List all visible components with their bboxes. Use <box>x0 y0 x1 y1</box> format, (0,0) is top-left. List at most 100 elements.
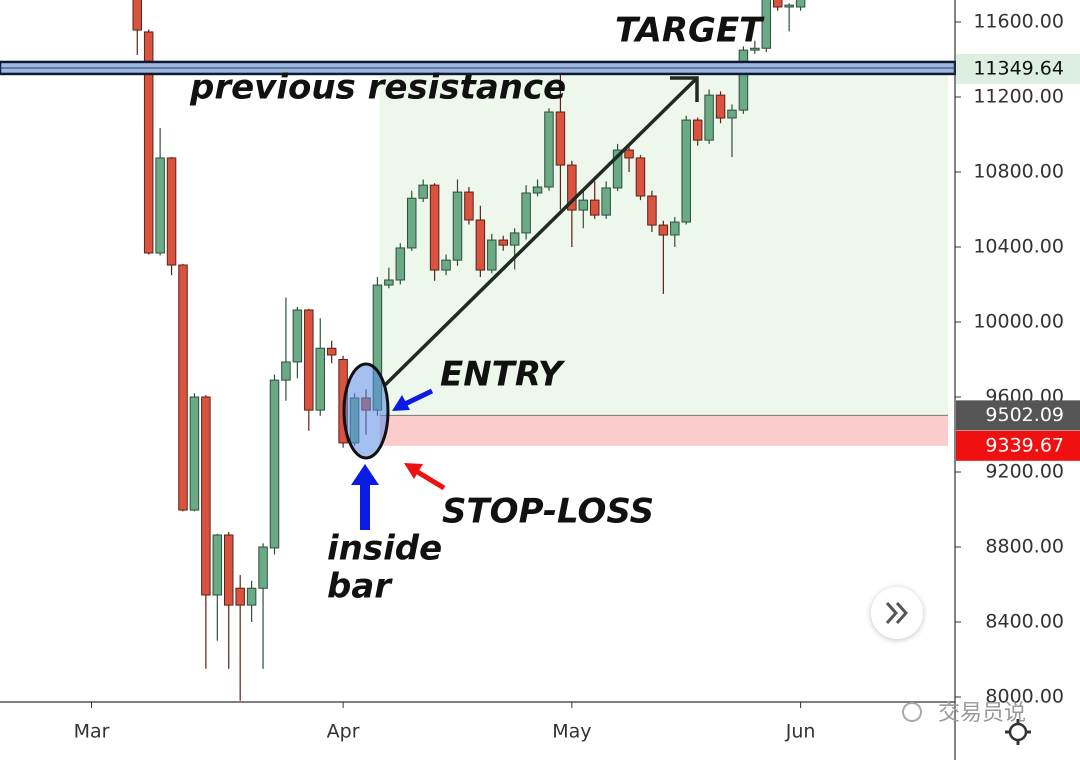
candle-body <box>635 157 646 197</box>
candle-body <box>223 534 234 606</box>
annotation: STOP-LOSS <box>442 492 654 532</box>
candle-body <box>452 191 463 261</box>
y-tick-label: 10400.00 <box>973 235 1064 257</box>
price-label: 11349.64 <box>973 57 1064 79</box>
candle-body <box>784 4 794 8</box>
watermark: 交易员说 <box>938 701 1026 726</box>
candle-body <box>441 259 451 271</box>
trend-arrow <box>383 76 699 387</box>
candle-body <box>715 94 726 119</box>
scroll-icon <box>885 601 899 625</box>
price-label: 9502.09 <box>985 404 1064 426</box>
loss-zone <box>379 415 948 446</box>
candle-body <box>567 164 577 211</box>
candle-body <box>235 587 245 606</box>
stop-arrow <box>414 468 446 491</box>
candle-body <box>292 309 303 363</box>
candle-body <box>589 199 600 216</box>
candle-body <box>578 199 589 211</box>
candle-body <box>475 219 486 271</box>
entry-arrow-head <box>392 395 410 411</box>
candle-body <box>178 264 188 511</box>
candle-body <box>464 191 474 221</box>
candle-body <box>670 221 680 236</box>
candle-body <box>647 195 657 226</box>
candle-body <box>532 186 543 194</box>
candle-body <box>246 587 257 606</box>
price-box <box>956 430 1080 461</box>
candle-body <box>212 534 223 596</box>
annotation: ENTRY <box>440 355 566 395</box>
candle-body <box>612 149 623 189</box>
candle-body <box>304 309 314 411</box>
inside-arrow-head <box>351 464 379 485</box>
stop-arrow-head <box>404 463 423 479</box>
x-tick-label: Mar <box>74 721 110 743</box>
zones <box>379 68 948 446</box>
x-tick-label: Apr <box>327 721 360 743</box>
candle-body <box>269 379 280 549</box>
settings-teeth <box>1005 719 1031 745</box>
annotation: bar <box>327 567 393 607</box>
price-box <box>956 53 1080 84</box>
trend-arrow-head <box>670 76 699 102</box>
y-tick-label: 11200.00 <box>973 85 1064 107</box>
candle-body <box>761 0 772 49</box>
candle-body <box>727 109 737 119</box>
candle-body <box>384 279 394 286</box>
price-box <box>956 400 1080 431</box>
candle-body <box>658 224 669 236</box>
annotation: inside <box>327 529 442 569</box>
candle-body <box>509 232 520 246</box>
candle-body <box>750 47 760 51</box>
y-tick-label: 9200.00 <box>985 460 1064 482</box>
annotation: TARGET <box>615 11 765 51</box>
y-tick-label: 10000.00 <box>973 310 1064 332</box>
candle-body <box>772 0 783 8</box>
candle-body <box>189 396 200 511</box>
candle-body <box>258 546 268 589</box>
y-tick-label: 8400.00 <box>985 610 1064 632</box>
candle-body <box>624 149 634 159</box>
annotation: previous resistance <box>189 68 566 108</box>
candle-body <box>681 119 691 223</box>
price-label: 9339.67 <box>985 434 1064 456</box>
candle-body <box>281 361 291 381</box>
candle-body <box>544 111 554 188</box>
candle-body <box>326 347 337 356</box>
y-tick-label: 8800.00 <box>985 535 1064 557</box>
candle-body <box>498 239 508 246</box>
candle-body <box>395 247 406 281</box>
candle-body <box>406 197 417 249</box>
y-tick-label: 11600.00 <box>973 10 1064 32</box>
candle-body <box>704 94 714 141</box>
y-tick-label: 10800.00 <box>973 160 1064 182</box>
candle-body <box>555 111 566 166</box>
candle-body <box>601 187 611 216</box>
candle-body <box>166 157 177 266</box>
entry-arrow <box>403 388 434 407</box>
y-tick-label: 8000.00 <box>985 685 1064 707</box>
drawings: TARGET previous resistance ENTRY STOP-LO… <box>189 11 1031 745</box>
candle-body <box>521 192 531 234</box>
candle-body <box>155 157 165 254</box>
candle-body <box>418 184 428 199</box>
x-tick-label: Jun <box>785 721 816 743</box>
candle-body <box>795 0 806 8</box>
candle-body <box>429 184 440 271</box>
watermark-icon <box>902 702 922 722</box>
candle-body <box>487 239 497 271</box>
candle-body <box>315 347 325 411</box>
inside-arrow <box>360 483 370 530</box>
candle-body <box>692 119 703 141</box>
settings-icon[interactable] <box>1008 722 1028 742</box>
candle-body <box>132 0 142 31</box>
inside-bar-ellipse <box>342 362 390 460</box>
x-tick-label: May <box>552 721 591 743</box>
candle-body <box>143 31 154 254</box>
candle-body <box>201 396 211 596</box>
candle-body <box>738 49 749 111</box>
scroll-icon <box>895 601 909 625</box>
